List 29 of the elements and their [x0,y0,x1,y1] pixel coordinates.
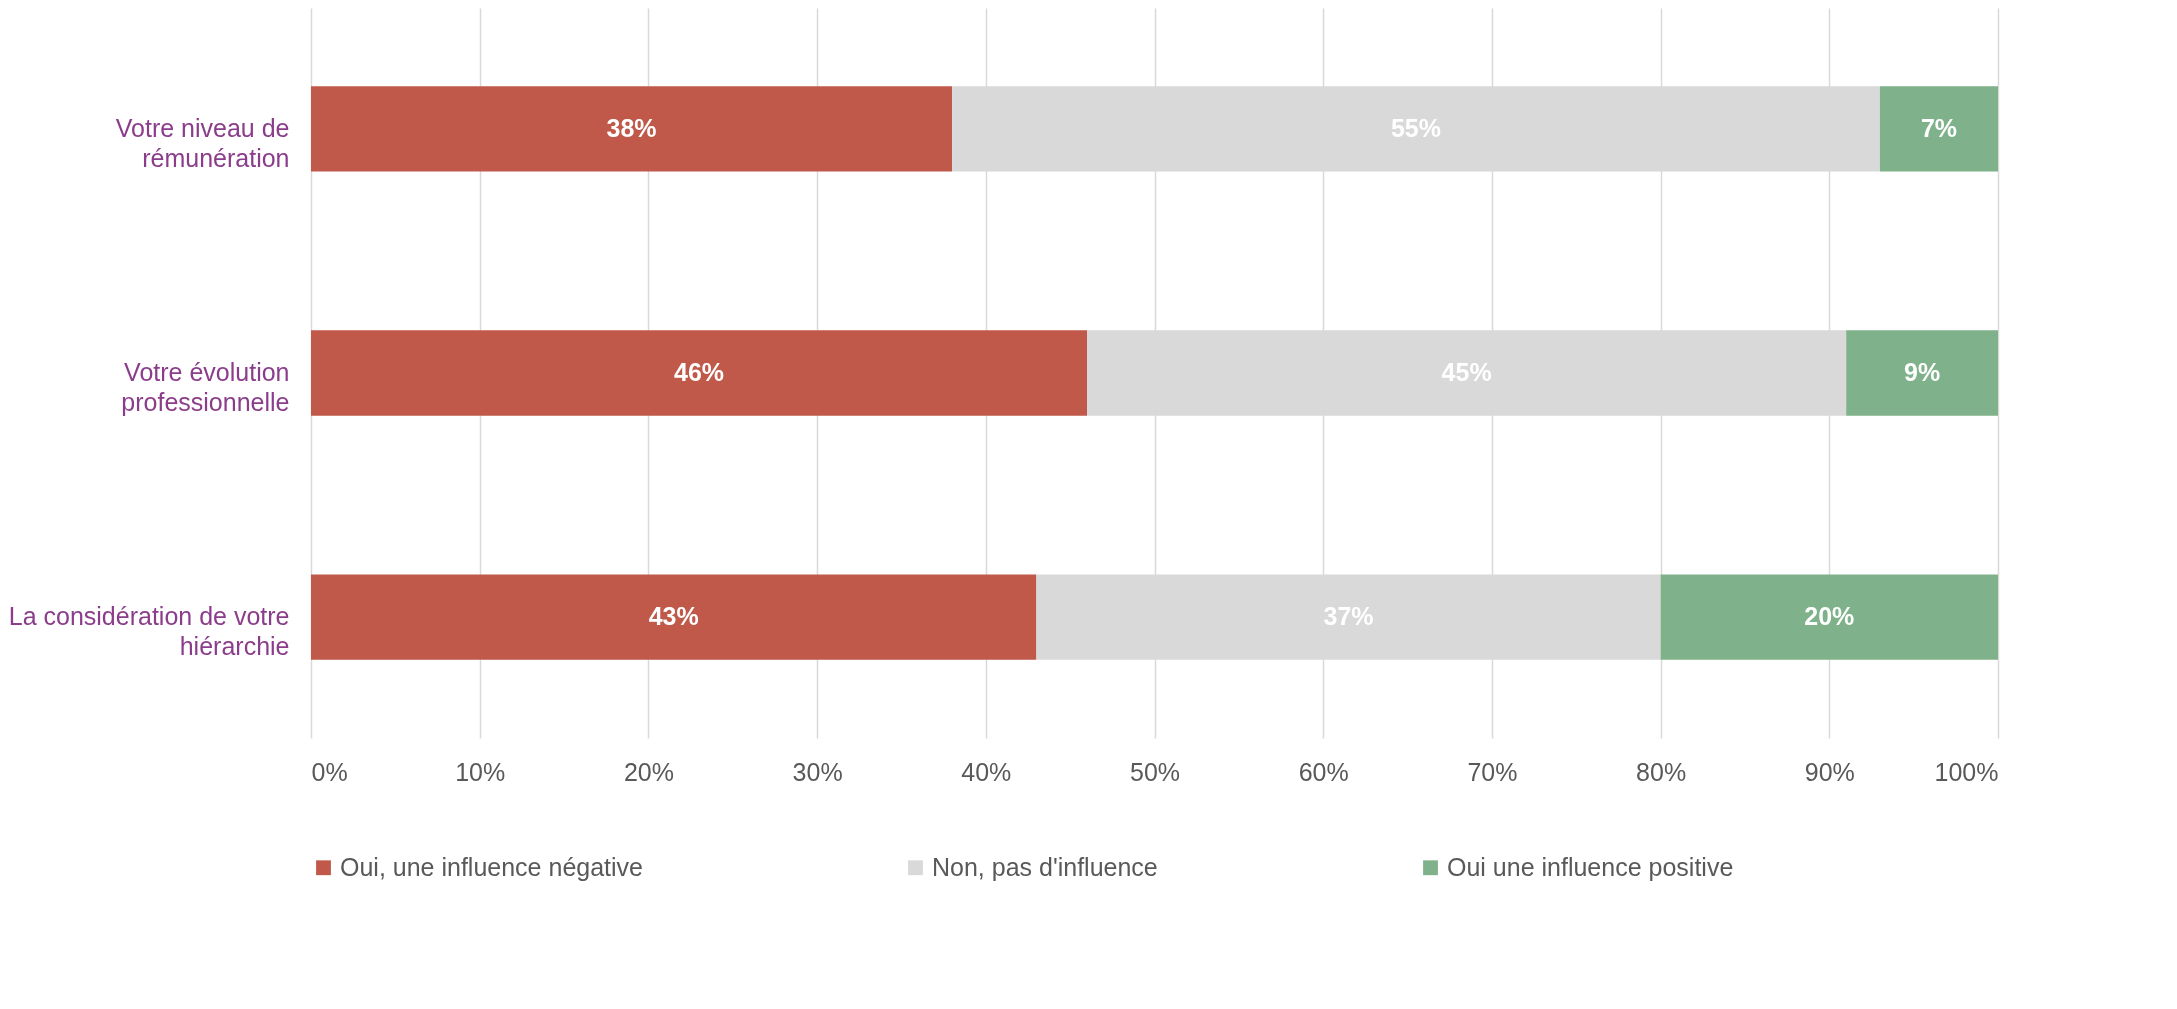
legend-label: Non, pas d'influence [932,852,1158,881]
x-tick-label: 20% [623,757,674,786]
x-tick-label: 40% [961,757,1012,786]
y-tick-label: La considération de votre hiérarchie [8,602,290,661]
data-label: 9% [1904,358,1941,386]
x-tick-label: 50% [1129,757,1181,786]
x-tick-label: 90% [1804,757,1855,786]
x-tick-label: 100% [1934,757,1999,786]
y-tick-label: Votre évolution professionnelle [121,358,290,416]
bar [1846,330,1998,416]
bar [311,330,1088,416]
legend-label: Oui, une influence négative [340,852,643,881]
bar [1879,86,1998,172]
data-label: 46% [673,358,725,386]
y-tick-label: Votre niveau de rémunération [115,113,290,172]
legend-label: Oui une influence positive [1447,852,1734,881]
x-tick-label: 70% [1467,757,1518,786]
data-label: 43% [648,602,699,631]
data-label: 38% [606,113,657,142]
data-label: 7% [1920,113,1958,142]
x-tick-label: 80% [1636,757,1687,786]
x-tick-label: 60% [1298,757,1349,786]
x-tick-label: 0% [311,757,348,786]
x-tick-label: 10% [455,757,506,786]
x-tick-label: 30% [792,757,843,786]
bar [311,86,953,172]
data-label: 20% [1804,602,1855,631]
bar [311,574,1037,660]
bar [1660,574,1998,660]
